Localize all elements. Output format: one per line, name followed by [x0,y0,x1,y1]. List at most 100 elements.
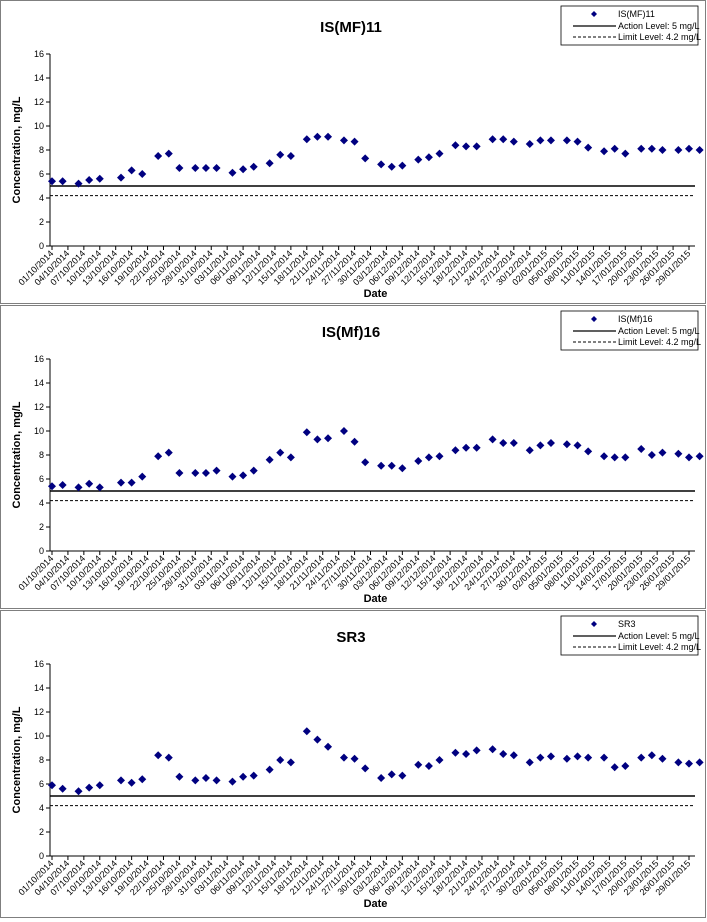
data-point [414,760,423,769]
data-point [562,754,571,763]
data-point [685,144,693,153]
data-point [377,774,386,782]
data-point [164,149,173,158]
data-point [276,150,285,159]
data-point [462,750,471,758]
data-point [573,137,582,146]
y-axis-label: Concentration, mg/L [11,706,23,813]
data-point [228,168,237,177]
data-point [58,481,67,489]
y-tick-label: 8 [39,145,44,155]
chart-panel: IS(Mf)16 0 2 4 6 8 10 12 14 16 01/10/2014 04/10/201… [0,305,706,609]
data-point [339,136,348,145]
diamond-marker-icon [591,621,597,627]
data-point [127,778,136,787]
data-point [472,746,481,755]
data-point [674,449,683,458]
data-point [424,453,433,462]
y-tick-label: 10 [34,731,44,741]
data-point [600,753,609,762]
data-point [249,466,258,475]
legend-limit-label: Limit Level: 4.2 mg/L [618,337,701,347]
data-point [85,783,94,792]
data-point [546,752,555,761]
y-tick-label: 8 [39,450,44,460]
data-point [546,439,555,447]
data-point [536,441,545,450]
data-point [499,135,508,144]
data-point [658,448,667,457]
data-point [472,142,481,151]
data-point [74,787,83,796]
data-point [621,762,630,770]
data-point [472,443,481,452]
data-point [637,753,646,762]
data-point [313,435,322,444]
y-tick-label: 14 [34,378,44,388]
data-point [95,781,104,790]
data-point [175,164,184,172]
legend-series-label: SR3 [618,619,636,629]
data-point [117,776,126,785]
data-point [58,177,67,186]
legend-action-label: Action Level: 5 mg/L [618,326,700,336]
data-point [658,146,667,154]
data-point [398,464,407,473]
data-point [435,149,444,158]
data-point [58,784,67,793]
data-point [488,745,497,754]
chart-svg: IS(Mf)16024681012141601/10/201404/10/201… [11,310,704,605]
data-point [154,152,163,160]
data-point [610,453,619,462]
data-point [48,177,56,186]
data-point [191,776,200,785]
data-point [546,136,555,145]
data-point [695,452,704,461]
data-point [414,155,423,164]
legend-action-label: Action Level: 5 mg/L [618,631,700,641]
data-point [138,170,147,178]
data-point [48,482,56,491]
data-point [324,132,333,141]
data-point [584,143,593,152]
data-point [175,772,184,781]
data-point [658,754,667,763]
y-tick-label: 0 [39,546,44,556]
x-axis-label: Date [364,593,388,605]
chart-svg: IS(MF)11024681012141601/10/201404/10/201… [11,5,704,300]
data-point [239,772,248,781]
data-point [562,136,571,145]
chart-panel: SR3 0 2 4 6 8 10 12 14 16 01/10/2014 04/10/2014 07/1… [0,610,706,918]
data-point [488,135,497,144]
data-point [350,437,359,446]
y-tick-label: 4 [39,193,44,203]
data-point [536,136,545,145]
y-tick-label: 12 [34,707,44,717]
data-point [85,479,94,488]
data-point [377,160,386,169]
data-point [249,771,258,780]
data-point [212,466,221,475]
data-point [451,141,460,150]
data-point [584,447,593,456]
data-point [276,756,285,764]
data-point [414,457,423,465]
data-point [339,427,348,435]
data-point [435,452,444,461]
data-point [302,428,311,437]
data-point [377,461,386,470]
data-point [621,453,630,462]
y-tick-label: 12 [34,97,44,107]
data-point [191,469,200,477]
data-point [525,758,534,767]
data-point [647,451,656,459]
data-point [387,461,396,470]
y-tick-label: 10 [34,121,44,131]
data-point [286,152,295,160]
y-tick-label: 10 [34,426,44,436]
data-point [509,751,518,760]
data-point [509,439,518,447]
data-point [600,452,609,461]
legend-series-label: IS(Mf)16 [618,314,653,324]
